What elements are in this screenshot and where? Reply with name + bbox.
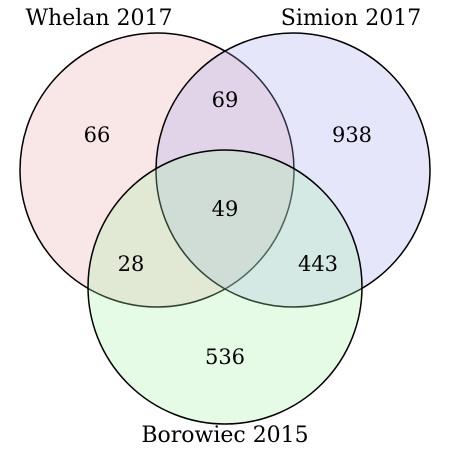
set-circle-simion-2017 — [155, 32, 431, 308]
region-count-whelan-borowiec: 28 — [118, 252, 145, 276]
set-label-whelan-2017: Whelan 2017 — [25, 6, 172, 31]
region-count-whelan-simion: 69 — [212, 88, 239, 112]
region-count-whelan-only: 66 — [84, 123, 111, 147]
set-circle-borowiec-2015 — [87, 149, 363, 425]
region-count-all-three: 49 — [212, 197, 239, 221]
region-count-borowiec-only: 536 — [205, 345, 245, 369]
set-circle-whelan-2017 — [19, 32, 295, 308]
region-count-simion-only: 938 — [332, 123, 372, 147]
region-count-simion-borowiec: 443 — [298, 252, 338, 276]
set-label-borowiec-2015: Borowiec 2015 — [141, 423, 308, 448]
set-label-simion-2017: Simion 2017 — [281, 6, 421, 31]
